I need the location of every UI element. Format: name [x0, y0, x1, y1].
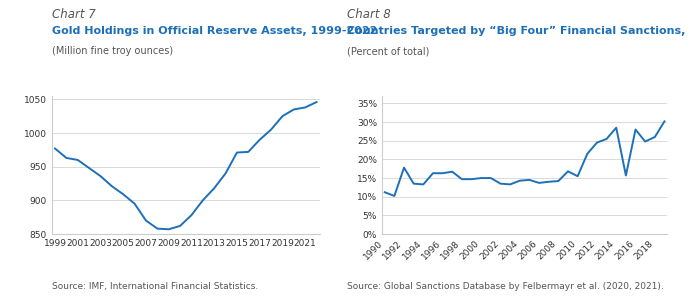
Text: (Million fine troy ounces): (Million fine troy ounces) [52, 46, 173, 56]
Text: Chart 7: Chart 7 [52, 8, 96, 20]
Text: Source: IMF, International Financial Statistics.: Source: IMF, International Financial Sta… [52, 282, 258, 291]
Text: Source: Global Sanctions Database by Felbermayr et al. (2020, 2021).: Source: Global Sanctions Database by Fel… [347, 282, 664, 291]
Text: Gold Holdings in Official Reserve Assets, 1999-2022: Gold Holdings in Official Reserve Assets… [52, 26, 377, 35]
Text: Countries Targeted by “Big Four” Financial Sanctions, 1990-2019: Countries Targeted by “Big Four” Financi… [347, 26, 688, 35]
Text: (Percent of total): (Percent of total) [347, 46, 430, 56]
Text: Chart 8: Chart 8 [347, 8, 391, 20]
